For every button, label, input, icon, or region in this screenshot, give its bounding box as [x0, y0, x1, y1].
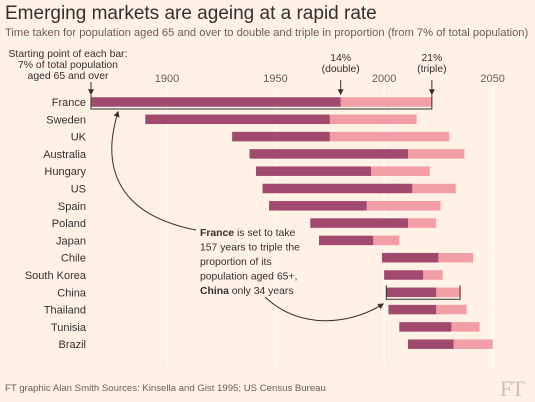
story-text: is set to take	[234, 228, 295, 239]
category-label-japan: Japan	[56, 235, 86, 247]
story-line: China only 34 years	[200, 286, 294, 297]
bar-double-sweden	[145, 114, 330, 125]
double-note-line: (double)	[322, 64, 360, 75]
story-line: proportion of its	[200, 257, 272, 268]
story-line: France is set to take	[200, 228, 296, 239]
bar-double-tunisia	[399, 322, 452, 332]
story-text: population aged 65+,	[200, 272, 297, 283]
bar-double-hungary	[256, 166, 372, 176]
story-line: 157 years to triple the	[200, 243, 300, 254]
bar-triple-hungary	[371, 166, 430, 176]
bar-double-thailand	[388, 304, 437, 315]
category-label-france: France	[52, 97, 86, 109]
category-label-south-korea: South Korea	[25, 270, 87, 282]
bar-triple-spain	[366, 201, 441, 211]
category-label-us: US	[71, 184, 86, 196]
category-label-china: China	[57, 287, 87, 299]
start-note-line: 7% of total population	[18, 60, 118, 71]
tick-label-2050: 2050	[480, 73, 504, 85]
france-bracket	[90, 95, 433, 110]
bar-triple-france	[340, 97, 432, 107]
x-axis-ticks: 1900 1950 2000 2050	[155, 73, 505, 85]
double-note-line: 14%	[330, 53, 351, 64]
category-label-hungary: Hungary	[44, 166, 86, 178]
bar-triple-uk	[329, 131, 450, 142]
bar-triple-us	[412, 183, 456, 194]
china-bracket	[385, 285, 461, 300]
bar-double-china	[386, 287, 437, 298]
bar-double-australia	[249, 149, 408, 159]
bar-double-us	[262, 183, 413, 194]
category-label-uk: UK	[71, 132, 87, 144]
story-arrow-france	[111, 110, 197, 231]
source-footer: FT graphic Alan Smith Sources: Kinsella …	[5, 383, 326, 394]
bar-triple-japan	[373, 235, 400, 246]
bar-triple-chile	[438, 252, 474, 263]
story-line: population aged 65+,	[200, 272, 297, 283]
bar-triple-sweden	[329, 114, 417, 125]
bar-double-brazil	[407, 339, 454, 349]
category-label-brazil: Brazil	[58, 339, 86, 351]
tick-label-1950: 1950	[263, 73, 287, 85]
story-arrow-china	[264, 296, 385, 322]
story-text: only 34 years	[229, 286, 294, 297]
category-label-sweden: Sweden	[46, 114, 86, 126]
bar-double-chile	[381, 252, 439, 263]
bar-triple-south-korea	[423, 270, 443, 280]
bar-triple-brazil	[453, 339, 493, 349]
category-label-australia: Australia	[43, 149, 87, 161]
start-note-line: Starting point of each bar:	[9, 49, 128, 60]
bar-double-spain	[269, 201, 367, 211]
story-text: proportion of its	[200, 257, 272, 268]
category-label-poland: Poland	[52, 218, 86, 230]
bar-triple-poland	[407, 218, 437, 228]
bar-double-japan	[318, 235, 374, 246]
story-text: 157 years to triple the	[200, 243, 300, 254]
tick-label-2000: 2000	[372, 73, 396, 85]
category-labels: France Sweden UK Australia Hungary US Spain Pol…	[25, 97, 87, 351]
bar-double-south-korea	[384, 270, 424, 280]
category-label-spain: Spain	[58, 201, 86, 213]
bar-double-france	[91, 97, 341, 107]
bar-triple-australia	[407, 149, 465, 159]
bar-double-uk	[232, 131, 330, 142]
triple-note-line: 21%	[421, 53, 442, 64]
start-note-line: aged 65 and over	[28, 71, 109, 82]
bar-triple-china	[436, 287, 461, 298]
ft-logo: FT	[500, 376, 525, 401]
category-label-thailand: Thailand	[44, 305, 86, 317]
story-highlight: France	[200, 228, 234, 239]
category-label-chile: Chile	[61, 253, 86, 265]
triple-note-line: (triple)	[417, 64, 446, 75]
chart-title: Emerging markets are ageing at a rapid r…	[5, 3, 377, 24]
bars	[91, 97, 493, 349]
bar-triple-tunisia	[451, 322, 480, 332]
tick-label-1900: 1900	[155, 73, 179, 85]
bar-triple-thailand	[436, 304, 467, 315]
annotations: Starting point of each bar:7% of total p…	[9, 49, 461, 322]
story-highlight: China	[200, 286, 229, 297]
bar-double-poland	[310, 218, 408, 228]
chart-subtitle: Time taken for population aged 65 and ov…	[5, 27, 529, 39]
category-label-tunisia: Tunisia	[51, 322, 87, 334]
